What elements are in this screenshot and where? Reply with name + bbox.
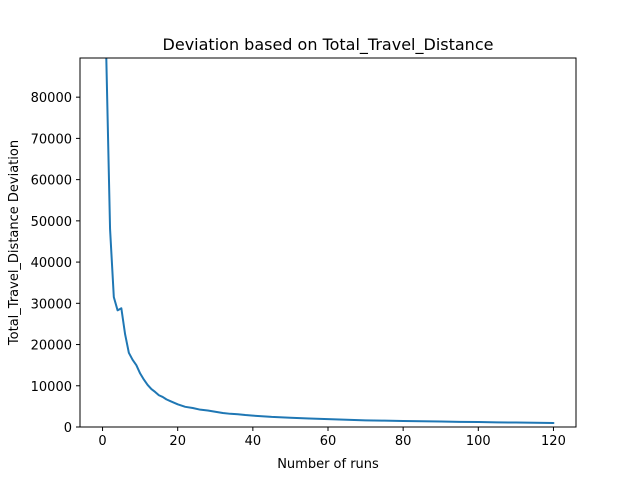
x-tick-label: 80: [395, 434, 412, 449]
y-tick-label: 50000: [31, 215, 72, 230]
y-tick-label: 60000: [31, 174, 72, 189]
plot-area: 0 20 40 60 80 100 120 0 10000 20000 30000 40000 5000…: [31, 58, 566, 449]
y-tick-label: 0: [64, 421, 72, 436]
y-tick-label: 70000: [31, 132, 72, 147]
y-axis-label: Total_Travel_Distance Deviation: [7, 140, 22, 346]
chart-title: Deviation based on Total_Travel_Distance: [163, 35, 494, 55]
x-tick-label: 0: [98, 434, 106, 449]
x-tick-label: 40: [245, 434, 262, 449]
x-tick-label: 60: [320, 434, 337, 449]
y-tick-label: 40000: [31, 256, 72, 271]
x-axis-label: Number of runs: [277, 457, 379, 472]
y-tick-label: 80000: [31, 91, 72, 106]
x-tick-label: 100: [466, 434, 491, 449]
x-tick-label: 20: [169, 434, 186, 449]
plot-frame: [79, 57, 577, 428]
x-tick-label: 120: [541, 434, 566, 449]
y-tick-label: 10000: [31, 380, 72, 395]
y-tick-label: 20000: [31, 339, 72, 354]
y-tick-label: 30000: [31, 297, 72, 312]
series-line: [105, 58, 555, 424]
